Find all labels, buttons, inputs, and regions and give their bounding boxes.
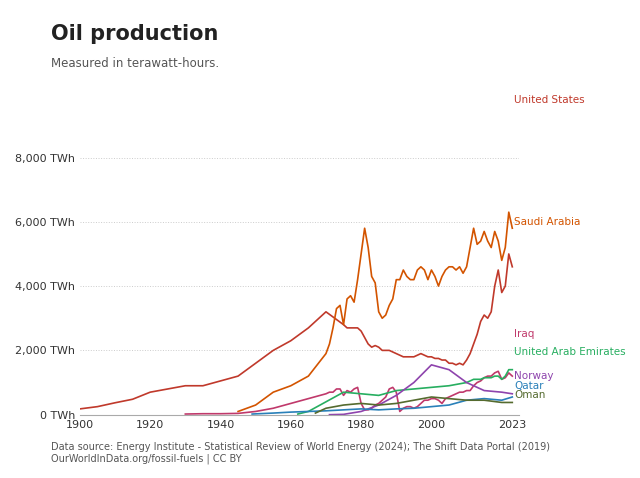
Text: Iraq: Iraq <box>514 329 534 339</box>
Text: Norway: Norway <box>514 371 554 381</box>
Text: Saudi Arabia: Saudi Arabia <box>514 217 580 227</box>
Text: Oil production: Oil production <box>51 24 219 44</box>
Text: United Arab Emirates: United Arab Emirates <box>514 347 626 357</box>
Text: United States: United States <box>514 95 585 105</box>
Text: Qatar: Qatar <box>514 381 543 391</box>
Text: Data source: Energy Institute - Statistical Review of World Energy (2024); The S: Data source: Energy Institute - Statisti… <box>51 442 550 464</box>
Text: Measured in terawatt-hours.: Measured in terawatt-hours. <box>51 57 220 70</box>
Text: Oman: Oman <box>514 390 545 400</box>
